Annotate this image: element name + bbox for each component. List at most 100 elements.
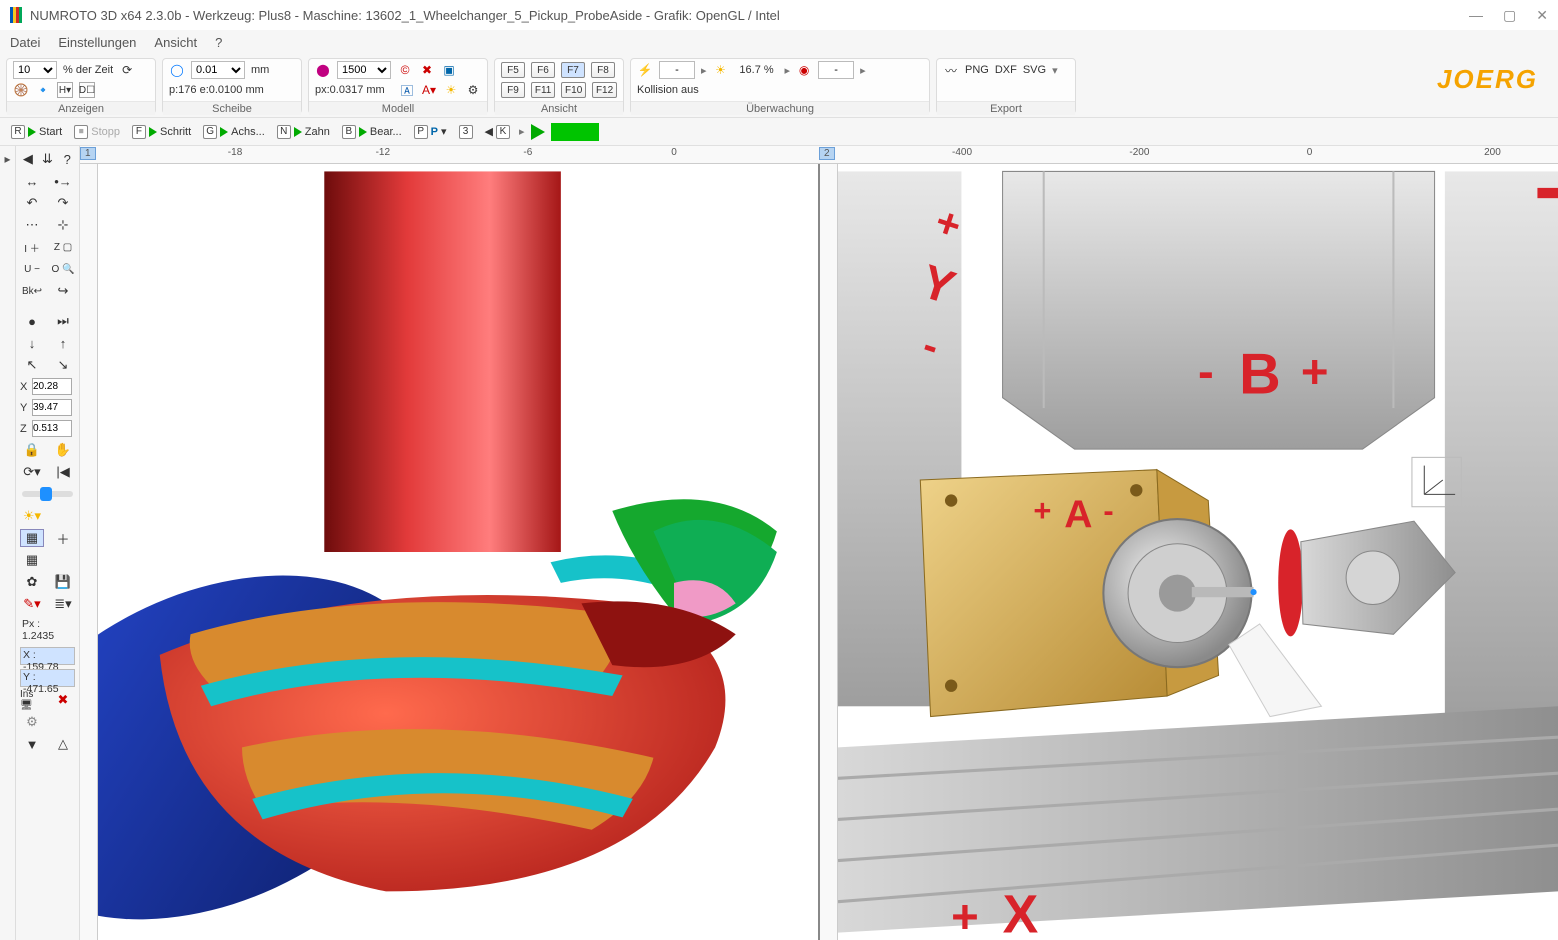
achs-button[interactable]: GAchs...: [200, 125, 268, 139]
expand-icon[interactable]: ▸: [4, 152, 10, 166]
export-dxf[interactable]: DXF: [995, 64, 1017, 76]
back-button[interactable]: ◀K: [482, 125, 513, 139]
u-minus-icon[interactable]: U −: [20, 260, 44, 278]
redo-icon[interactable]: ↪: [51, 282, 75, 300]
schritt-button[interactable]: FSchritt: [129, 125, 194, 139]
bk-undo-icon[interactable]: Bk↩: [20, 282, 44, 300]
time-select[interactable]: 10: [13, 61, 57, 79]
arrows-h-icon[interactable]: ↔: [20, 172, 44, 190]
menu-settings[interactable]: Einstellungen: [58, 35, 136, 50]
bolt-icon[interactable]: ⚡: [637, 62, 653, 78]
f11-key[interactable]: F11: [531, 82, 555, 98]
pct-left-input[interactable]: [659, 61, 695, 79]
settings-icon[interactable]: ⚙: [465, 82, 481, 98]
model-icon[interactable]: ⬤: [315, 62, 331, 78]
minimize-button[interactable]: —: [1469, 7, 1483, 24]
bullet-icon[interactable]: 🔹: [35, 82, 51, 98]
f7-key[interactable]: F7: [561, 62, 585, 78]
copyright-icon[interactable]: ©: [397, 62, 413, 78]
view1-tab[interactable]: 1: [80, 147, 96, 160]
precision-select[interactable]: 0.01: [191, 61, 245, 79]
o-zoom-icon[interactable]: O 🔍: [51, 260, 75, 278]
dots-h-icon[interactable]: ⋯: [20, 216, 44, 234]
side-slider[interactable]: [22, 491, 73, 497]
sun-small-icon[interactable]: ☀: [443, 82, 459, 98]
curve-left-icon[interactable]: ↶: [20, 194, 44, 212]
export-svg[interactable]: SVG: [1023, 64, 1046, 76]
close-button[interactable]: ✕: [1536, 7, 1548, 24]
model-a2-icon[interactable]: A▾: [421, 82, 437, 98]
f10-key[interactable]: F10: [561, 82, 586, 98]
sun-icon[interactable]: ☀: [713, 62, 729, 78]
refresh-icon[interactable]: ⟳: [119, 62, 135, 78]
down-arrow-icon[interactable]: ↓: [20, 334, 44, 352]
precision-icon[interactable]: ◯: [169, 62, 185, 78]
down-chevron-icon[interactable]: ▼: [20, 735, 44, 753]
menu-help[interactable]: ?: [215, 35, 222, 50]
model-a-icon[interactable]: 🄰: [399, 82, 415, 98]
wheel-icon[interactable]: 🛞: [13, 82, 29, 98]
dots-cross-icon[interactable]: ⊹: [51, 216, 75, 234]
help-icon[interactable]: ?: [59, 150, 75, 168]
lock-icon[interactable]: 🔒: [20, 441, 44, 459]
h-toggle-icon[interactable]: H▾: [57, 82, 73, 98]
bear-button[interactable]: BBear...: [339, 125, 405, 139]
hand-icon[interactable]: ✋: [51, 441, 75, 459]
i-plus-icon[interactable]: I ＋: [20, 238, 44, 256]
export-icon[interactable]: 〰: [943, 62, 959, 78]
d-toggle-icon[interactable]: D☐: [79, 82, 95, 98]
menu-bar: Datei Einstellungen Ansicht ?: [0, 30, 1558, 54]
ins-icon[interactable]: Ins🖥: [20, 691, 44, 709]
plus-icon[interactable]: ＋: [51, 529, 75, 547]
stopp-button[interactable]: ⏹Stopp: [71, 125, 123, 139]
up-arrow-icon[interactable]: ↑: [51, 334, 75, 352]
viewport-machine[interactable]: + Y - - B +: [820, 146, 1558, 940]
hash-icon[interactable]: ▦: [20, 551, 44, 569]
up-chevron-icon[interactable]: △: [51, 735, 75, 753]
park-button[interactable]: PP▾: [411, 125, 450, 139]
gear-side-icon[interactable]: ✿: [20, 573, 44, 591]
target-icon[interactable]: ◉: [796, 62, 812, 78]
viewport-tool[interactable]: [80, 146, 820, 940]
back-arrow-icon[interactable]: ◀: [20, 150, 36, 168]
export-png[interactable]: PNG: [965, 64, 989, 76]
nw-arrow-icon[interactable]: ↖: [20, 356, 44, 374]
start-button[interactable]: RStart: [8, 125, 65, 139]
three-button[interactable]: 3: [456, 125, 476, 139]
pct-right-input[interactable]: [818, 61, 854, 79]
maximize-button[interactable]: ▢: [1503, 7, 1516, 24]
menu-file[interactable]: Datei: [10, 35, 40, 50]
refresh-side-icon[interactable]: ⟳▾: [20, 463, 44, 481]
model-cube-icon[interactable]: ▣: [441, 62, 457, 78]
se-arrow-icon[interactable]: ↘: [51, 356, 75, 374]
sun-side-icon[interactable]: ☀▾: [20, 507, 44, 525]
curve-right-icon[interactable]: ↷: [51, 194, 75, 212]
skip-icon[interactable]: ⏭: [51, 312, 75, 330]
dot-icon[interactable]: ●: [20, 312, 44, 330]
f12-key[interactable]: F12: [592, 82, 617, 98]
delete-x-icon[interactable]: ✖: [51, 691, 75, 709]
scheibe-status: p:176 e:0.0100 mm: [169, 84, 264, 96]
f5-key[interactable]: F5: [501, 62, 525, 78]
coord-z-input[interactable]: [32, 420, 72, 437]
grid-on-icon[interactable]: ▦: [20, 529, 44, 547]
z-box-icon[interactable]: Z ▢: [51, 238, 75, 256]
view2-tab[interactable]: 2: [819, 147, 835, 160]
menu-view[interactable]: Ansicht: [154, 35, 197, 50]
arrow-dot-icon[interactable]: •→: [51, 172, 75, 190]
down-arrows-icon[interactable]: ⇊: [40, 150, 56, 168]
f9-key[interactable]: F9: [501, 82, 525, 98]
f8-key[interactable]: F8: [591, 62, 615, 78]
save-icon[interactable]: 💾: [51, 573, 75, 591]
f6-key[interactable]: F6: [531, 62, 555, 78]
left-bar-icon[interactable]: |◀: [51, 463, 75, 481]
play-big-button[interactable]: [531, 124, 545, 140]
layers-icon[interactable]: ≣▾: [51, 595, 75, 613]
model-select[interactable]: 1500: [337, 61, 391, 79]
machine-icon[interactable]: ⚙︎: [20, 713, 44, 731]
pen-icon[interactable]: ✎▾: [20, 595, 44, 613]
model-x-icon[interactable]: ✖: [419, 62, 435, 78]
coord-x-input[interactable]: [32, 378, 72, 395]
zahn-button[interactable]: NZahn: [274, 125, 333, 139]
coord-y-input[interactable]: [32, 399, 72, 416]
